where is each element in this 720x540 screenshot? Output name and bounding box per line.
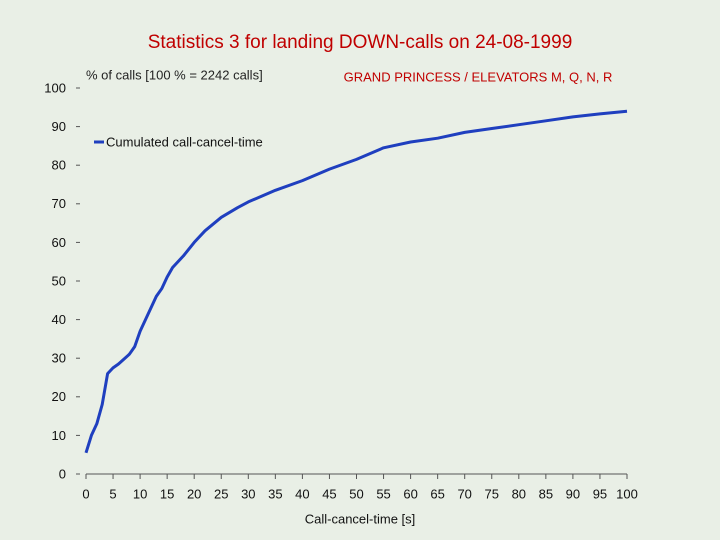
x-tick-label: 40 bbox=[295, 486, 309, 501]
y-tick-label: 50 bbox=[52, 273, 66, 288]
x-tick-label: 70 bbox=[457, 486, 471, 501]
legend-label: Cumulated call-cancel-time bbox=[106, 134, 263, 149]
x-axis-label: Call-cancel-time [s] bbox=[305, 511, 416, 526]
x-tick-label: 55 bbox=[376, 486, 390, 501]
y-tick-label: 80 bbox=[52, 158, 66, 173]
x-tick-label: 100 bbox=[616, 486, 638, 501]
x-tick-label: 20 bbox=[187, 486, 201, 501]
y-tick-label: 40 bbox=[52, 312, 66, 327]
y-tick-label: 0 bbox=[59, 466, 66, 481]
x-tick-label: 90 bbox=[566, 486, 580, 501]
y-tick-label: 100 bbox=[44, 80, 66, 95]
x-tick-label: 15 bbox=[160, 486, 174, 501]
y-tick-label: 30 bbox=[52, 351, 66, 366]
y-tick-label: 10 bbox=[52, 428, 66, 443]
x-tick-label: 45 bbox=[322, 486, 336, 501]
x-tick-label: 30 bbox=[241, 486, 255, 501]
y-axis-label: % of calls [100 % = 2242 calls] bbox=[86, 67, 263, 82]
chart-title: Statistics 3 for landing DOWN-calls on 2… bbox=[148, 32, 573, 53]
x-tick-label: 85 bbox=[539, 486, 553, 501]
y-tick-label: 60 bbox=[52, 235, 66, 250]
x-tick-label: 35 bbox=[268, 486, 282, 501]
x-tick-label: 60 bbox=[403, 486, 417, 501]
data-line bbox=[84, 109, 628, 454]
x-tick-label: 75 bbox=[485, 486, 499, 501]
subtitle: GRAND PRINCESS / ELEVATORS M, Q, N, R bbox=[344, 69, 613, 84]
x-tick-label: 10 bbox=[133, 486, 147, 501]
x-tick-label: 5 bbox=[109, 486, 116, 501]
y-tick-label: 70 bbox=[52, 196, 66, 211]
x-tick-label: 25 bbox=[214, 486, 228, 501]
y-tick-label: 20 bbox=[52, 389, 66, 404]
x-tick-label: 0 bbox=[82, 486, 89, 501]
x-tick-label: 80 bbox=[512, 486, 526, 501]
x-tick-label: 95 bbox=[593, 486, 607, 501]
x-tick-label: 65 bbox=[430, 486, 444, 501]
y-tick-label: 90 bbox=[52, 119, 66, 134]
x-tick-label: 50 bbox=[349, 486, 363, 501]
